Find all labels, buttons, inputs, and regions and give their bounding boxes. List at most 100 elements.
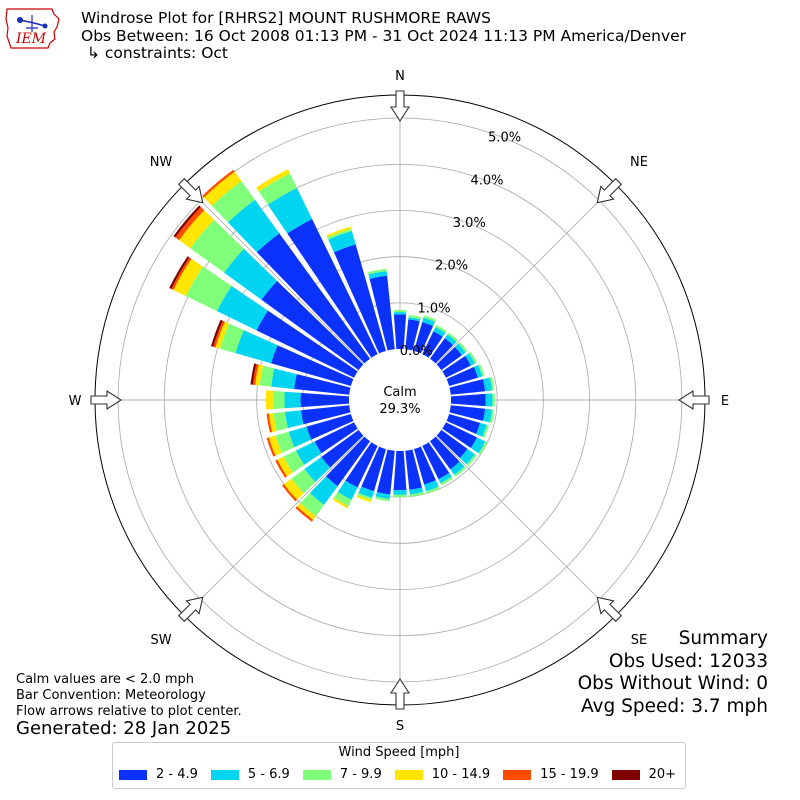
windrose-bar-segment — [256, 169, 290, 192]
windrose-bar-segment — [300, 392, 350, 408]
flow-note: Flow arrows relative to plot center. — [16, 704, 242, 719]
flow-arrow-shape — [90, 389, 123, 411]
windrose-bar-segment — [440, 476, 454, 486]
constraints: ↳ constraints: Oct — [87, 44, 228, 62]
windrose-bar-segment — [405, 449, 422, 490]
flow-arrow-icon — [389, 677, 411, 710]
windrose-bar-segment — [424, 480, 439, 492]
windrose-bar-segment — [275, 459, 288, 478]
flow-arrow-shape — [596, 177, 623, 204]
windrose-bar-segment — [284, 391, 301, 409]
windrose-bar-segment — [266, 413, 273, 433]
windrose-bar-segment — [446, 413, 481, 435]
windrose-bar-segment — [483, 377, 493, 392]
direction-label: SE — [631, 633, 647, 648]
windrose-bar-segment — [300, 493, 325, 517]
windrose-bar-segment — [281, 484, 298, 502]
legend-item: 20+ — [611, 767, 677, 782]
legend-item: 2 - 4.9 — [119, 767, 198, 782]
windrose-bar-segment — [422, 442, 450, 480]
windrose-bar-segment — [295, 506, 314, 522]
windrose-bar-segment — [409, 487, 424, 495]
windrose-bar-segment — [470, 437, 486, 454]
windrose-bar-segment — [438, 472, 452, 484]
windrose-bar-segment — [413, 322, 434, 354]
windrose-bar-segment — [436, 346, 462, 371]
windrose-bar-segment — [211, 319, 223, 347]
windrose-bar-segment — [476, 422, 487, 437]
flow-arrows — [90, 90, 710, 710]
flow-arrow-icon — [596, 596, 623, 623]
windrose-bar-segment — [287, 219, 378, 358]
windrose-bar-segment — [190, 219, 244, 273]
windrose-bar-segment — [227, 199, 280, 253]
legend-items: 2 - 4.9 5 - 6.9 7 - 9.9 10 - 14.9 15 - 1… — [119, 767, 689, 782]
windrose-bar-segment — [327, 228, 352, 240]
windrose-bar-segment — [361, 446, 387, 492]
windrose-bar-segment — [266, 437, 276, 457]
windrose-bar-segment — [345, 442, 378, 488]
iem-logo: IEM — [4, 6, 62, 54]
obs-between: Obs Between: 16 Oct 2008 01:13 PM - 31 O… — [81, 26, 687, 45]
windrose-bar-segment — [393, 314, 407, 350]
bar-convention-note: Bar Convention: Meteorology — [16, 688, 206, 703]
flow-arrow-icon — [177, 177, 204, 204]
windrose-bar-segment — [409, 492, 424, 497]
legend-item: 10 - 14.9 — [394, 767, 491, 782]
windrose-bar-segment — [261, 280, 364, 371]
windrose-bar-segment — [478, 441, 488, 455]
radial-tick-label: 3.0% — [453, 216, 486, 231]
windrose-bar-segment — [469, 351, 478, 364]
windrose-bar-segment — [425, 486, 440, 494]
windrose-bar-segment — [450, 393, 486, 407]
windrose-bar-segment — [268, 435, 282, 456]
windrose-bar-segment — [422, 317, 435, 327]
windrose-bar-segment — [436, 429, 468, 458]
chart-title: Windrose Plot for [RHRS2] MOUNT RUSHMORE… — [81, 9, 491, 27]
legend-swatch — [503, 769, 532, 780]
windrose-bar-segment — [179, 210, 215, 249]
summary-box: Summary Obs Used: 12033 Obs Without Wind… — [578, 628, 768, 718]
legend-label: 15 - 19.9 — [540, 767, 599, 782]
windrose-bar-segment — [422, 331, 443, 358]
flow-arrow-icon — [677, 389, 710, 411]
legend-label: 5 - 6.9 — [247, 767, 290, 782]
windrose-bar-segment — [235, 330, 278, 364]
radial-tick-label: 2.0% — [435, 259, 468, 274]
windrose-bar-segment — [405, 319, 420, 351]
windrose-bar-segment — [213, 320, 225, 348]
legend-label: 20+ — [648, 767, 677, 782]
legend-item: 7 - 9.9 — [302, 767, 382, 782]
windrose-bar-segment — [369, 275, 395, 351]
windrose-bar-segment — [333, 491, 352, 507]
windrose-bar-segment — [224, 248, 278, 300]
generated-date: Generated: 28 Jan 2025 — [16, 718, 232, 739]
windrose-bar-segment — [271, 368, 297, 390]
windrose-bar-segment — [328, 231, 356, 253]
iowa-state-outline-icon: IEM — [5, 8, 60, 49]
windrose-bar-segment — [258, 173, 298, 205]
flow-arrow-shape — [596, 596, 623, 623]
radial-tick-labels: 0.0% 1.0% 2.0% 3.0% 4.0% 5.0% — [400, 131, 521, 359]
legend-label: 10 - 14.9 — [431, 767, 491, 782]
windrose-bar-segment — [357, 492, 373, 501]
windrose-bar-segment — [375, 496, 390, 502]
windrose-bar-segment — [358, 486, 375, 498]
windrose-bar-segment — [333, 244, 387, 354]
windrose-bar-segment — [485, 393, 493, 407]
windrose-bar-segment — [202, 169, 235, 198]
direction-labels: N NE E SE S SW W NW — [69, 69, 730, 734]
windrose-bar-segment — [306, 413, 354, 440]
windrose-bar-segment — [433, 327, 446, 337]
windrose-bars — [169, 169, 495, 522]
windrose-bar-segment — [489, 409, 495, 424]
windrose-bar-segment — [367, 268, 387, 275]
grid-spoke — [435, 184, 616, 365]
windrose-bar-segment — [297, 502, 316, 520]
windrose-bar-segment — [408, 314, 421, 320]
windrose-bar-segment — [301, 405, 351, 425]
windrose-bar-segment — [169, 256, 190, 289]
windrose-bar-segment — [473, 365, 483, 378]
flow-arrow-shape — [677, 389, 710, 411]
